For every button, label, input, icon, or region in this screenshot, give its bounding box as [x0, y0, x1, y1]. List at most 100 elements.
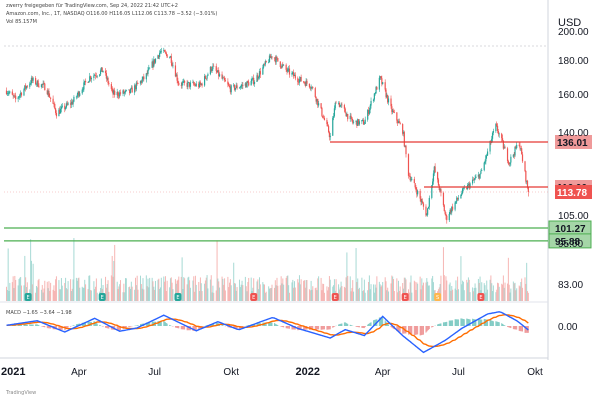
macd-hist-bar: [437, 324, 439, 326]
macd-hist-bar: [234, 326, 236, 329]
macd-hist-bar: [99, 324, 101, 326]
candle-body: [454, 202, 456, 210]
volume-bar: [12, 276, 14, 301]
volume-bar: [521, 278, 523, 301]
candle-body: [451, 206, 453, 213]
volume-bar: [258, 289, 260, 301]
macd-hist-bar: [388, 324, 390, 326]
volume-bar: [421, 278, 423, 301]
macd-hist-bar: [186, 326, 188, 331]
volume-bar: [199, 277, 201, 301]
volume-bar: [55, 279, 57, 301]
volume-bar: [445, 276, 447, 301]
candle-body: [433, 166, 435, 174]
volume-bar: [141, 288, 143, 301]
macd-hist-bar: [518, 326, 520, 331]
volume-bar: [291, 282, 293, 301]
candle-body: [519, 145, 521, 149]
volume-bar: [40, 289, 42, 301]
candle-body: [37, 80, 39, 87]
candle-body: [516, 144, 518, 149]
volume-bar: [264, 284, 266, 301]
candle-body: [75, 96, 78, 98]
candle-body: [291, 72, 293, 75]
candle-body: [427, 208, 429, 215]
volume-bar: [502, 275, 504, 301]
macd-hist-bar: [380, 317, 382, 326]
macd-hist-bar: [270, 322, 272, 326]
volume-bar: [108, 291, 110, 301]
candle-body: [282, 64, 284, 66]
candle-body: [323, 117, 326, 121]
volume-bar: [475, 287, 477, 301]
volume-bar: [495, 292, 497, 301]
volume-bar: [303, 280, 305, 301]
volume-bar: [460, 256, 462, 301]
candle-body: [253, 77, 255, 85]
volume-bar: [491, 283, 493, 301]
candle-body: [90, 78, 92, 80]
macd-hist-bar: [368, 323, 370, 326]
volume-bar: [209, 279, 211, 301]
macd-hist-bar: [409, 326, 411, 335]
candle-body: [286, 69, 288, 72]
candle-body: [329, 135, 331, 138]
volume-bar: [444, 290, 446, 301]
candle-body: [83, 82, 85, 90]
volume-bar: [152, 281, 154, 301]
candle-body: [373, 93, 375, 100]
candle-body: [221, 74, 223, 79]
candle-body: [32, 78, 34, 81]
volume-bar: [183, 277, 185, 301]
volume-bar: [78, 277, 80, 301]
volume-bar: [469, 292, 471, 301]
volume-bar: [269, 288, 270, 301]
candle-body: [70, 101, 73, 105]
volume-bar: [270, 288, 272, 301]
candle-body: [89, 76, 91, 82]
candle-body: [60, 106, 63, 109]
macd-hist-bar: [350, 325, 352, 326]
macd-hist-bar: [437, 324, 439, 326]
volume-bar: [223, 284, 225, 301]
macd-hist-bar: [277, 325, 279, 326]
volume-bar: [259, 284, 261, 301]
macd-hist-bar: [522, 326, 524, 332]
macd-hist-bar: [414, 326, 416, 335]
candle-body: [136, 82, 138, 84]
macd-hist-bar: [478, 319, 480, 326]
macd-hist-bar: [212, 323, 214, 326]
candle-body: [469, 183, 471, 188]
candle-body: [175, 74, 177, 77]
candle-body: [518, 144, 520, 146]
macd-hist-bar: [475, 319, 477, 326]
macd-hist-bar: [381, 317, 383, 326]
volume-bar: [163, 276, 165, 301]
candle-body: [507, 161, 509, 164]
event-marker-label: E: [27, 295, 30, 301]
macd-hist-bar: [265, 322, 267, 326]
candle-body: [411, 179, 413, 180]
candle-body: [374, 93, 376, 94]
candle-body: [521, 148, 523, 155]
macd-hist-bar: [17, 324, 19, 326]
macd-layer: [6, 311, 529, 354]
volume-bar: [454, 288, 456, 301]
candle-body: [142, 76, 144, 80]
volume-bar: [498, 286, 500, 301]
volume-bar: [105, 276, 107, 301]
candle-body: [200, 83, 202, 85]
volume-bar: [294, 287, 296, 301]
candle-body: [357, 119, 359, 126]
macd-hist-bar: [347, 323, 349, 326]
volume-bar: [405, 279, 407, 301]
macd-hist-bar: [329, 326, 331, 330]
candle-body: [95, 75, 97, 77]
candle-body: [271, 56, 273, 58]
volume-bar: [70, 291, 72, 301]
candle-body: [362, 119, 364, 121]
candle-body: [281, 64, 283, 68]
candle-body: [122, 90, 124, 94]
candle-body: [480, 170, 482, 174]
